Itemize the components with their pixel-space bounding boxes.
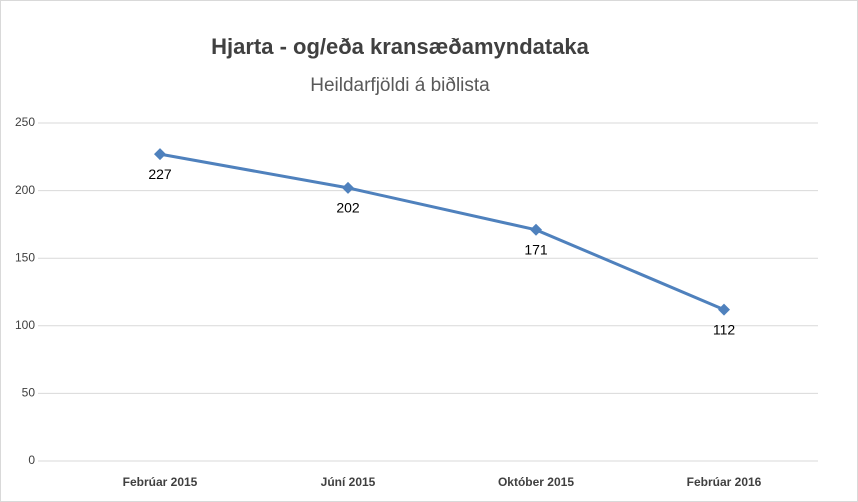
y-tick-label: 100 <box>15 318 35 332</box>
y-tick-label: 50 <box>22 386 36 400</box>
data-label: 202 <box>336 200 360 216</box>
series-line <box>159 152 725 311</box>
data-point <box>718 303 730 316</box>
data-point <box>154 148 166 161</box>
x-tick-label: Febrúar 2016 <box>687 475 762 489</box>
data-label: 171 <box>524 242 548 258</box>
x-tick-label: Október 2015 <box>498 475 574 489</box>
y-tick-label: 250 <box>15 115 35 129</box>
chart-title: Hjarta - og/eða kransæðamyndataka <box>211 34 590 59</box>
data-label: 112 <box>713 321 736 337</box>
x-tick-label: Febrúar 2015 <box>123 475 198 489</box>
data-point <box>530 223 542 236</box>
data-point <box>342 181 354 194</box>
data-label: 227 <box>148 166 172 182</box>
y-tick-label: 0 <box>28 453 35 467</box>
chart-subtitle: Heildarfjöldi á biðlista <box>310 75 490 96</box>
y-tick-label: 150 <box>15 250 35 264</box>
x-tick-label: Júní 2015 <box>321 475 376 489</box>
y-tick-label: 200 <box>15 183 35 197</box>
